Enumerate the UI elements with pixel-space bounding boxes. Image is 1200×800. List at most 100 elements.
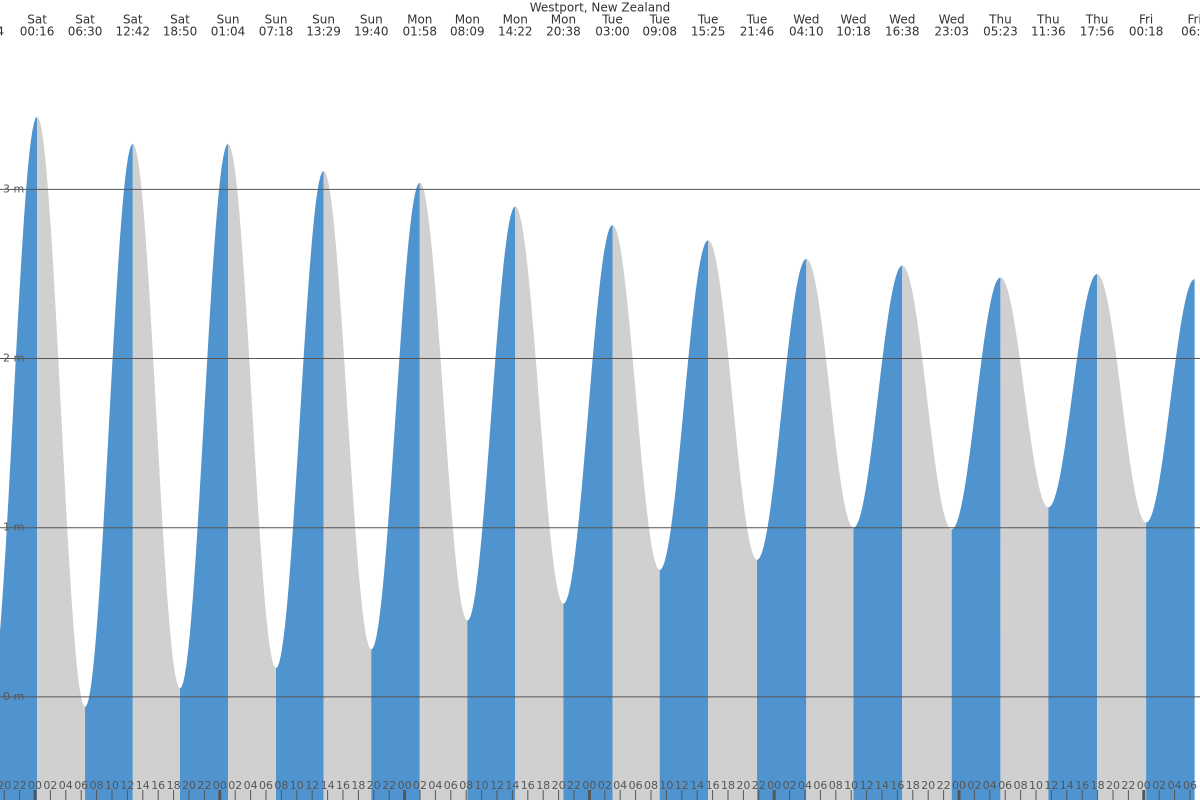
extreme-day: Sat — [27, 13, 47, 27]
x-tick-label: 10 — [105, 779, 119, 792]
areas — [0, 116, 1195, 800]
rising-tide — [1048, 274, 1098, 800]
x-tick-label: 20 — [921, 779, 935, 792]
falling-tide — [228, 143, 277, 800]
extreme-time: 08:09 — [450, 25, 485, 39]
x-tick-label: 06 — [259, 779, 273, 792]
x-tick-label: 22 — [752, 779, 766, 792]
rising-tide — [659, 240, 709, 800]
x-tick-label: 02 — [598, 779, 612, 792]
x-tick-label: 00 — [767, 779, 781, 792]
x-tick-label: 22 — [1121, 779, 1135, 792]
x-tick-label: 06 — [629, 779, 643, 792]
x-tick-label: 00 — [398, 779, 412, 792]
x-tick-label: 14 — [505, 779, 519, 792]
x-tick-label: 04 — [983, 779, 997, 792]
x-tick-label: 18 — [536, 779, 550, 792]
extreme-time: 04:10 — [789, 25, 824, 39]
extreme-day: Mon — [455, 13, 480, 27]
extreme-day: Thu — [1085, 13, 1109, 27]
extreme-day: Thu — [1036, 13, 1060, 27]
rising-tide — [85, 143, 133, 800]
x-tick-label: 08 — [274, 779, 288, 792]
x-tick-label: 02 — [43, 779, 57, 792]
rising-tide — [179, 143, 229, 800]
extreme-day: Tue — [697, 13, 719, 27]
x-tick-label: 00 — [952, 779, 966, 792]
extreme-time: 09:08 — [642, 25, 677, 39]
falling-tide — [323, 170, 372, 800]
x-tick-label: 20 — [0, 779, 11, 792]
x-tick-label: 02 — [967, 779, 981, 792]
x-tick-label: 12 — [120, 779, 134, 792]
falling-tide — [515, 206, 564, 800]
extreme-time: 18:50 — [163, 25, 198, 39]
x-tick-label: 08 — [1014, 779, 1028, 792]
extreme-day: Wed — [939, 13, 965, 27]
extreme-time: 10:18 — [836, 25, 871, 39]
x-tick-label: 04 — [798, 779, 812, 792]
x-tick-label: 02 — [783, 779, 797, 792]
falling-tide — [37, 116, 86, 800]
x-tick-label: 06 — [444, 779, 458, 792]
extreme-day: Sat — [123, 13, 143, 27]
x-tick-label: 06 — [813, 779, 827, 792]
x-tick-label: 16 — [890, 779, 904, 792]
extreme-time: 05:23 — [983, 25, 1018, 39]
x-tick-label: 16 — [521, 779, 535, 792]
x-tick-label: 18 — [351, 779, 365, 792]
extreme-time: 23:03 — [934, 25, 969, 39]
x-tick-label: 18 — [906, 779, 920, 792]
extreme-time: 01:04 — [211, 25, 246, 39]
extreme-time: 16:38 — [885, 25, 920, 39]
x-tick-label: 20 — [367, 779, 381, 792]
extreme-day: Tue — [648, 13, 670, 27]
x-tick-label: 06 — [998, 779, 1012, 792]
x-tick-label: 22 — [382, 779, 396, 792]
y-tick-label: 0 m — [3, 690, 24, 703]
extreme-time: 11:36 — [1031, 25, 1066, 39]
extreme-day: Sat — [75, 13, 95, 27]
x-tick-label: 16 — [706, 779, 720, 792]
x-tick-label: 12 — [1044, 779, 1058, 792]
extreme-day: Sun — [360, 13, 383, 27]
x-tick-label: 08 — [829, 779, 843, 792]
extreme-time: 00:16 — [20, 25, 55, 39]
x-tick-label: 04 — [59, 779, 73, 792]
extreme-time: 20:38 — [546, 25, 581, 39]
x-tick-label: 10 — [659, 779, 673, 792]
extreme-day: Mon — [551, 13, 576, 27]
rising-tide — [467, 206, 516, 800]
extreme-time: 15:25 — [691, 25, 726, 39]
x-tick-label: 22 — [567, 779, 581, 792]
chart-title: Westport, New Zealand — [530, 1, 671, 15]
x-tick-label: 02 — [1152, 779, 1166, 792]
x-tick-label: 16 — [1075, 779, 1089, 792]
extreme-day: Fri — [1139, 13, 1153, 27]
rising-tide — [371, 182, 420, 800]
y-tick-label: 3 m — [3, 182, 24, 195]
falling-tide — [419, 182, 468, 800]
x-tick-label: 02 — [228, 779, 242, 792]
rising-tide — [951, 277, 1001, 800]
extreme-time: 17:56 — [1080, 25, 1115, 39]
rising-tide — [276, 170, 324, 800]
x-tick-label: 14 — [875, 779, 889, 792]
extreme-day: Sun — [217, 13, 240, 27]
extreme-time: 4 — [0, 25, 4, 39]
rising-tide — [1146, 279, 1195, 800]
extreme-time: 12:42 — [115, 25, 150, 39]
falling-tide — [132, 143, 180, 800]
extreme-time: 19:40 — [354, 25, 389, 39]
x-tick-label: 22 — [13, 779, 27, 792]
x-tick-label: 14 — [1060, 779, 1074, 792]
x-tick-label: 16 — [336, 779, 350, 792]
extreme-time: 13:29 — [306, 25, 341, 39]
x-tick-label: 16 — [151, 779, 165, 792]
falling-tide — [902, 265, 952, 800]
extreme-day: Thu — [988, 13, 1012, 27]
x-tick-label: 22 — [937, 779, 951, 792]
extreme-day: Tue — [746, 13, 768, 27]
x-tick-label: 04 — [613, 779, 627, 792]
